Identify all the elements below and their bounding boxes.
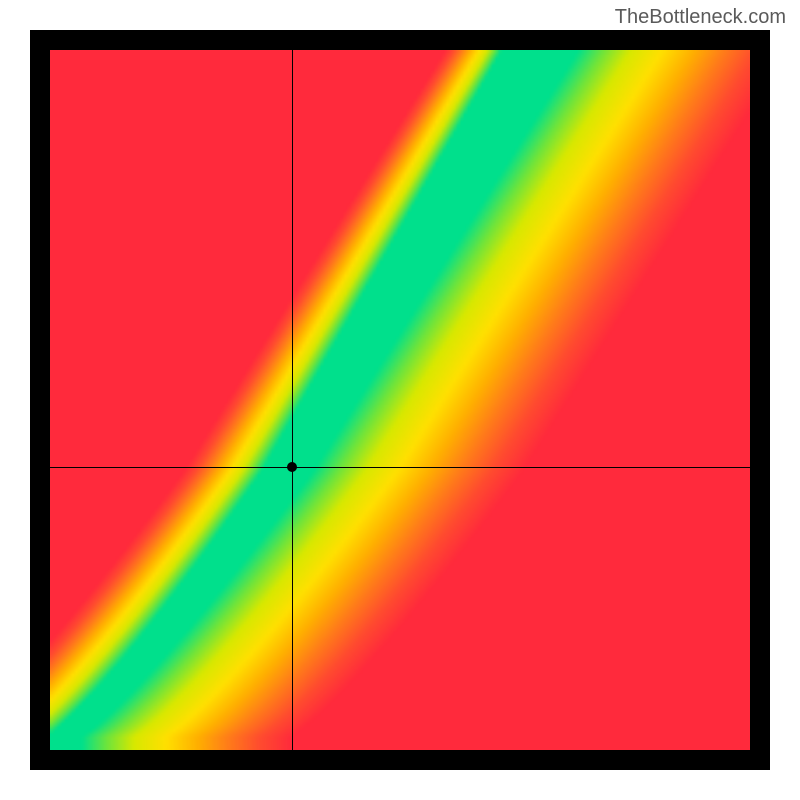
chart-border: [30, 30, 770, 770]
heatmap-plot-area: [50, 50, 750, 750]
crosshair-horizontal: [50, 467, 750, 468]
watermark-text: TheBottleneck.com: [615, 6, 786, 29]
marker-dot: [287, 462, 297, 472]
crosshair-vertical: [292, 50, 293, 750]
heatmap-canvas: [50, 50, 750, 750]
